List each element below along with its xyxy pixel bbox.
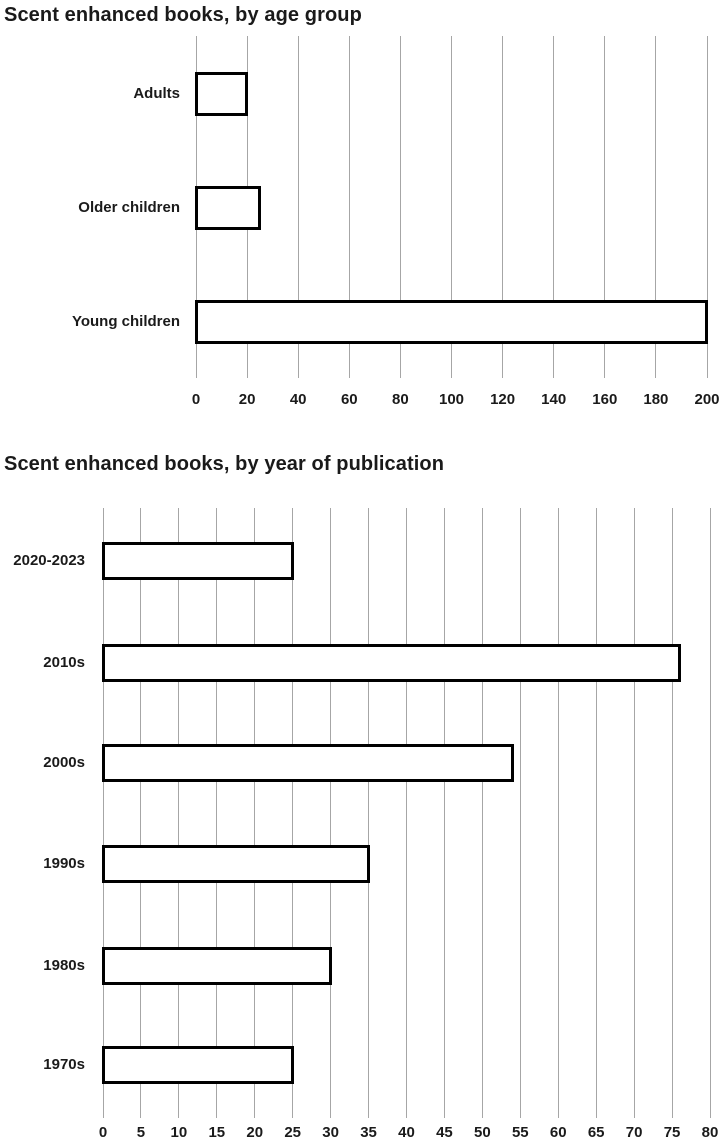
bar-1980s (102, 947, 332, 985)
gridline-x-50 (481, 508, 483, 1118)
category-label-adults: Adults (133, 85, 180, 102)
category-label-older-children: Older children (78, 199, 180, 216)
category-label-1980s: 1980s (43, 957, 85, 974)
x-tick-label-60: 60 (549, 1124, 567, 1141)
gridline-x-15 (216, 508, 218, 1118)
gridline-x-65 (595, 508, 597, 1118)
x-tick-label-25: 25 (284, 1124, 302, 1141)
x-tick-label-160: 160 (592, 391, 618, 408)
gridline-x-75 (671, 508, 673, 1118)
bar-1970s (102, 1046, 294, 1084)
category-label-2010s: 2010s (43, 654, 85, 671)
x-tick-label-60: 60 (340, 391, 358, 408)
bar-adults (195, 72, 249, 116)
bar-older-children (195, 186, 261, 230)
gridline-x-40 (297, 36, 299, 378)
gridline-x-120 (502, 36, 504, 378)
gridline-x-20 (254, 508, 256, 1118)
x-tick-label-50: 50 (474, 1124, 491, 1141)
x-tick-label-80: 80 (701, 1124, 719, 1141)
gridline-x-30 (330, 508, 332, 1118)
x-tick-label-10: 10 (170, 1124, 188, 1141)
x-tick-label-140: 140 (541, 391, 567, 408)
x-tick-label-15: 15 (208, 1124, 226, 1141)
bar-young-children (195, 300, 708, 344)
chart-title-year-of-publication: Scent enhanced books, by year of publica… (4, 453, 445, 475)
x-tick-label-80: 80 (392, 391, 409, 408)
gridline-x-5 (140, 508, 142, 1118)
chart-title-age-group: Scent enhanced books, by age group (4, 4, 362, 26)
gridline-x-35 (368, 508, 370, 1118)
x-tick-label-120: 120 (490, 391, 516, 408)
x-tick-label-70: 70 (625, 1124, 643, 1141)
x-tick-label-45: 45 (436, 1124, 453, 1141)
gridline-x-25 (292, 508, 294, 1118)
x-tick-label-20: 20 (238, 391, 256, 408)
x-tick-label-40: 40 (289, 391, 307, 408)
x-tick-label-75: 75 (663, 1124, 681, 1141)
gridline-x-200 (706, 36, 708, 378)
x-tick-label-180: 180 (643, 391, 669, 408)
x-tick-label-0: 0 (191, 391, 201, 408)
gridline-x-40 (406, 508, 407, 1118)
x-tick-label-0: 0 (98, 1124, 108, 1141)
category-label-1990s: 1990s (43, 855, 85, 872)
x-tick-label-5: 5 (136, 1124, 146, 1141)
gridline-x-80 (399, 36, 401, 378)
gridline-x-60 (557, 508, 559, 1118)
gridline-x-100 (451, 36, 452, 378)
bar-2020-2023 (102, 542, 294, 580)
gridline-x-60 (348, 36, 350, 378)
gridline-x-180 (655, 36, 657, 378)
category-label-young-children: Young children (71, 313, 180, 330)
gridline-x-70 (633, 508, 635, 1118)
x-tick-label-40: 40 (398, 1124, 415, 1141)
gridline-x-140 (553, 36, 555, 378)
x-tick-label-55: 55 (511, 1124, 529, 1141)
category-label-2000s: 2000s (43, 754, 85, 771)
x-tick-label-20: 20 (246, 1124, 264, 1141)
x-tick-label-200: 200 (694, 391, 720, 408)
gridline-x-80 (709, 508, 711, 1118)
x-tick-label-35: 35 (360, 1124, 377, 1141)
category-label-1970s: 1970s (43, 1056, 85, 1073)
bar-2010s (102, 644, 681, 682)
gridline-x-45 (443, 508, 445, 1118)
bar-2000s (102, 744, 514, 782)
x-tick-label-65: 65 (587, 1124, 605, 1141)
gridline-x-55 (519, 508, 521, 1118)
category-label-2020-2023: 2020-2023 (13, 552, 85, 569)
gridline-x-0 (102, 508, 104, 1118)
x-tick-label-100: 100 (438, 391, 465, 408)
gridline-x-10 (178, 508, 180, 1118)
bar-1990s (102, 845, 370, 883)
x-tick-label-30: 30 (322, 1124, 339, 1141)
gridline-x-160 (604, 36, 606, 378)
